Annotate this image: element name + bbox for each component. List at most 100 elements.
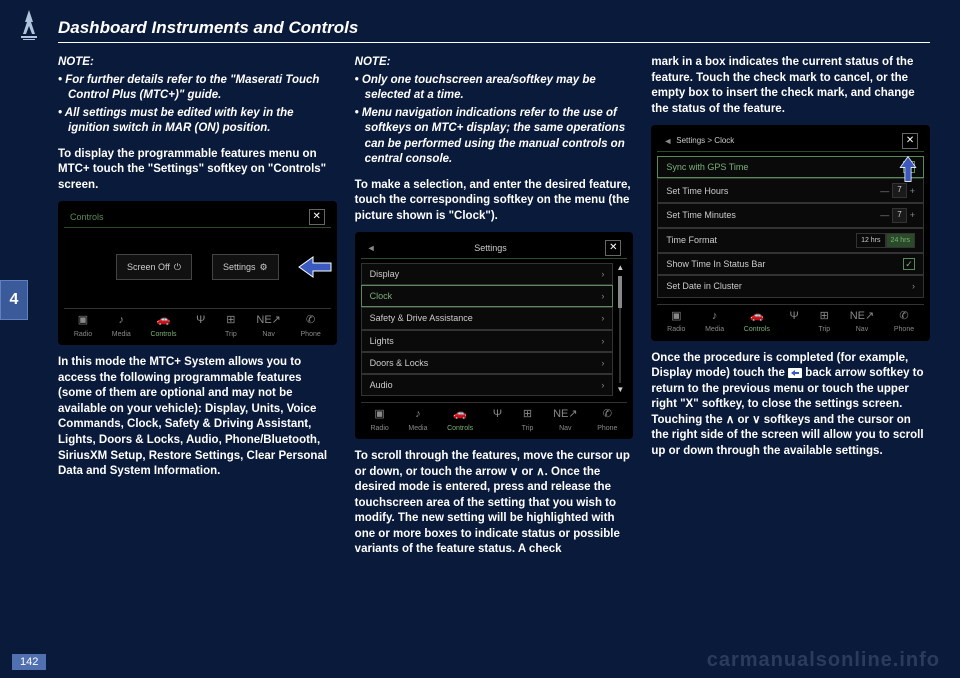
phone-icon: ✆	[603, 407, 612, 422]
clock-item-time-format[interactable]: Time Format 12 hrs24 hrs	[657, 228, 924, 253]
nav-item-nav[interactable]: NE↗ Nav	[256, 313, 281, 339]
nav-item-media[interactable]: ♪ Media	[112, 313, 131, 339]
settings-item-doors-locks[interactable]: Doors & Locks ›	[361, 352, 614, 374]
clock-settings-list: Sync with GPS Time✓Set Time Hours—7+Set …	[657, 156, 924, 297]
logo-icon: Ψ	[493, 407, 502, 422]
nav-item-media[interactable]: ♪Media	[408, 407, 427, 433]
nav-item-nav[interactable]: NE↗Nav	[850, 309, 875, 335]
nav-item-media[interactable]: ♪Media	[705, 309, 724, 335]
media-icon: ♪	[712, 309, 718, 324]
nav-label: Radio	[74, 330, 92, 339]
back-icon[interactable]: ◄	[663, 135, 672, 147]
nav-item-logo[interactable]: Ψ	[493, 407, 502, 433]
page-title: Dashboard Instruments and Controls	[58, 18, 358, 38]
controls-icon: 🚗	[453, 407, 467, 422]
nav-label: Media	[112, 330, 131, 339]
phone-icon: ✆	[899, 309, 908, 324]
nav-item-controls[interactable]: 🚗 Controls	[447, 407, 473, 433]
nav-label: Nav	[262, 330, 274, 339]
logo-icon: Ψ	[789, 309, 798, 324]
nav-label: Controls	[447, 424, 473, 433]
settings-item-lights[interactable]: Lights ›	[361, 330, 614, 352]
nav-item-phone[interactable]: ✆Phone	[597, 407, 617, 433]
content-columns: NOTE: • For further details refer to the…	[58, 55, 930, 648]
pointer-arrow	[897, 155, 919, 183]
nav-item-trip[interactable]: ⊞Trip	[225, 313, 237, 339]
nav-item-logo[interactable]: Ψ	[196, 313, 205, 339]
item-label: Set Date in Cluster	[666, 280, 742, 292]
close-icon[interactable]: ✕	[902, 133, 918, 149]
scrollbar[interactable]: ▲ ▼	[615, 263, 625, 396]
clock-item-set-time-minutes[interactable]: Set Time Minutes —7 +	[657, 203, 924, 228]
chevron-right-icon: ›	[601, 357, 604, 369]
nav-icon: NE↗	[850, 309, 875, 324]
nav-label: Nav	[559, 424, 571, 433]
body-text: To make a selection, and enter the desir…	[355, 178, 634, 225]
settings-item-clock[interactable]: Clock ›	[361, 285, 614, 307]
note-label: NOTE:	[355, 55, 634, 71]
plus-icon[interactable]: +	[910, 209, 915, 221]
watermark: carmanualsonline.info	[707, 649, 940, 672]
nav-item-controls[interactable]: 🚗Controls	[150, 313, 176, 339]
chevron-right-icon: ›	[601, 268, 604, 280]
nav-label: Phone	[894, 325, 914, 334]
nav-item-controls[interactable]: 🚗Controls	[744, 309, 770, 335]
toggle-opt[interactable]: 12 hrs	[856, 233, 885, 248]
scroll-down-icon[interactable]: ▼	[616, 385, 624, 396]
item-label: Lights	[370, 335, 394, 347]
item-label: Clock	[370, 290, 393, 302]
ss-title: Settings	[474, 242, 507, 254]
nav-icon: NE↗	[553, 407, 578, 422]
item-label: Audio	[370, 379, 393, 391]
settings-item-audio[interactable]: Audio›	[361, 374, 614, 396]
clock-item-set-time-hours[interactable]: Set Time Hours—7+	[657, 178, 924, 203]
settings-item-safety-drive-assistance[interactable]: Safety & Drive Assistance ›	[361, 307, 614, 329]
minus-icon[interactable]: —	[880, 185, 889, 197]
chevron-right-icon: ›	[601, 290, 604, 302]
clock-item-show-time-in-status-bar[interactable]: Show Time In Status Bar✓	[657, 253, 924, 275]
clock-item-set-date-in-cluster[interactable]: Set Date in Cluster ›	[657, 275, 924, 297]
body-text: mark in a box indicates the current stat…	[651, 55, 930, 117]
chevron-right-icon: ›	[601, 335, 604, 347]
plus-icon[interactable]: +	[910, 185, 915, 197]
note-label: NOTE:	[58, 55, 337, 71]
screen-off-button[interactable]: Screen Off ⏻	[116, 254, 192, 280]
controls-icon: 🚗	[750, 309, 764, 324]
nav-item-radio[interactable]: ▣Radio	[370, 407, 388, 433]
nav-icon: NE↗	[256, 313, 281, 328]
item-label: Display	[370, 268, 400, 280]
nav-label: Nav	[856, 325, 868, 334]
nav-item-nav[interactable]: NE↗ Nav	[553, 407, 578, 433]
nav-item-radio[interactable]: ▣Radio	[667, 309, 685, 335]
nav-item-radio[interactable]: ▣Radio	[74, 313, 92, 339]
item-label: Time Format	[666, 234, 717, 246]
nav-label: Phone	[301, 330, 321, 339]
scroll-up-icon[interactable]: ▲	[616, 263, 624, 274]
stepper-value: 7	[892, 208, 906, 223]
stepper: —7+	[880, 183, 915, 198]
media-icon: ♪	[119, 313, 125, 328]
settings-item-display[interactable]: Display ›	[361, 263, 614, 285]
toggle-opt[interactable]: 24 hrs	[886, 233, 915, 248]
nav-item-phone[interactable]: ✆Phone	[301, 313, 321, 339]
trip-icon: ⊞	[523, 407, 532, 422]
minus-icon[interactable]: —	[880, 209, 889, 221]
chevron-right-icon: ›	[601, 312, 604, 324]
close-icon[interactable]: ✕	[309, 209, 325, 225]
settings-button[interactable]: Settings ⚙	[212, 254, 279, 280]
clock-item-sync-with-gps-time[interactable]: Sync with GPS Time✓	[657, 156, 924, 178]
item-label: Doors & Locks	[370, 357, 429, 369]
screenshot-settings: ◄ Settings ✕ Display›Clock›Safety & Driv…	[355, 232, 634, 439]
nav-item-trip[interactable]: ⊞Trip	[818, 309, 830, 335]
close-icon[interactable]: ✕	[605, 240, 621, 256]
ss-nav-bar: ▣Radio ♪Media 🚗 Controls Ψ ⊞Trip NE↗ Nav ✆Phone	[361, 402, 628, 433]
item-label: Set Time Minutes	[666, 209, 736, 221]
chevron-right-icon: ›	[912, 280, 915, 292]
page-number: 142	[12, 654, 46, 670]
back-arrow-icon	[788, 368, 802, 378]
nav-item-logo[interactable]: Ψ	[789, 309, 798, 335]
toggle: 12 hrs24 hrs	[856, 233, 915, 248]
nav-item-trip[interactable]: ⊞Trip	[522, 407, 534, 433]
item-label: Safety & Drive Assistance	[370, 312, 473, 324]
nav-item-phone[interactable]: ✆Phone	[894, 309, 914, 335]
